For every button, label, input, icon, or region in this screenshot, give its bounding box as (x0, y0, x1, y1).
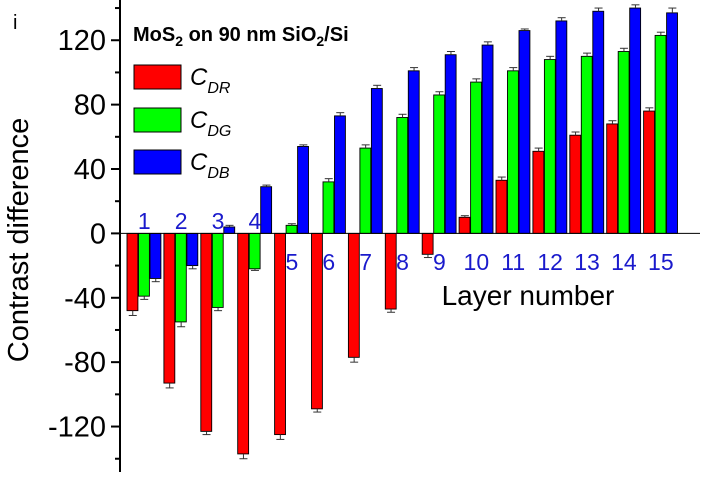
bar-db-11 (518, 30, 531, 234)
bar-dr-4 (237, 232, 250, 455)
labels-layer: 1 2 3 45 6 7 8 9 10 11 12 13 14 15 (138, 208, 674, 275)
bar-dg-6 (322, 181, 335, 234)
bar-db-15 (666, 12, 678, 234)
axes-layer: -120 -80 -40 0 40 80 120 (48, 0, 700, 472)
bar-dg-7 (359, 147, 372, 234)
bar-dg-14 (617, 51, 630, 234)
bar-db-7 (370, 88, 383, 234)
y-tick-label: -80 (64, 347, 106, 379)
category-label-15: 15 (648, 249, 674, 275)
category-label-5: 5 (285, 249, 298, 275)
category-label-12: 12 (537, 249, 563, 275)
category-label-2: 2 (175, 208, 188, 234)
bar-db-9 (444, 54, 457, 234)
bar-dg-11 (507, 70, 519, 234)
bar-dr-13 (569, 134, 582, 234)
category-label-4: 4 (249, 208, 262, 234)
bar-dg-4 (248, 232, 261, 270)
bar-dg-10 (470, 81, 482, 234)
bar-dr-10 (458, 216, 471, 234)
bar-dr-3 (200, 232, 213, 432)
bar-db-4 (260, 186, 273, 234)
category-label-8: 8 (396, 249, 409, 275)
x-axis-label: Layer number (442, 280, 615, 311)
bar-dg-5 (285, 224, 298, 234)
bar-dr-6 (311, 232, 323, 410)
category-label-1: 1 (138, 208, 151, 234)
bar-dg-12 (543, 59, 556, 234)
legend: CDR CDG CDB (133, 64, 231, 182)
category-label-14: 14 (611, 249, 637, 275)
bar-dr-1 (126, 232, 139, 312)
category-label-13: 13 (574, 249, 600, 275)
legend-swatch-dr (133, 64, 182, 90)
bar-dg-13 (580, 55, 593, 234)
bar-db-6 (334, 115, 346, 234)
bar-dg-9 (433, 94, 446, 234)
bar-db-13 (592, 10, 605, 234)
bars-layer (126, 4, 678, 460)
y-tick-label: 40 (74, 154, 106, 186)
bar-dg-2 (174, 232, 187, 323)
bar-dg-1 (138, 232, 150, 297)
bar-dr-14 (606, 123, 619, 234)
category-label-3: 3 (212, 208, 225, 234)
category-label-11: 11 (501, 249, 525, 275)
category-label-7: 7 (359, 249, 372, 275)
bar-db-12 (555, 20, 568, 234)
bar-dr-9 (421, 232, 434, 255)
legend-label-db: CDB (190, 149, 230, 182)
bar-dr-2 (163, 232, 176, 384)
panel-label: i (13, 12, 17, 34)
category-label-9: 9 (433, 249, 446, 275)
bar-dg-8 (396, 117, 409, 234)
y-tick-label: -40 (64, 283, 106, 315)
y-tick-label: 0 (90, 218, 106, 250)
bar-dr-5 (274, 232, 286, 436)
bar-db-2 (186, 232, 199, 267)
bar-dr-15 (643, 110, 655, 234)
legend-label-dg: CDG (190, 107, 231, 140)
bar-db-1 (149, 232, 162, 279)
legend-label-dr: CDR (190, 64, 231, 97)
bar-db-5 (297, 146, 309, 234)
bar-db-14 (629, 7, 642, 234)
chart-title: MoS2 on 90 nm SiO2/Si (133, 24, 349, 49)
category-label-10: 10 (464, 249, 490, 275)
bar-dr-7 (347, 232, 360, 358)
bar-db-10 (481, 44, 494, 234)
y-axis-label: Contrast difference (3, 118, 35, 363)
legend-swatch-dg (133, 107, 182, 133)
category-label-6: 6 (322, 249, 335, 275)
y-tick-label: 120 (58, 25, 106, 57)
bar-dr-11 (495, 179, 508, 234)
bar-db-3 (223, 226, 236, 234)
bar-dr-12 (532, 150, 545, 234)
bar-dg-15 (654, 34, 667, 234)
bar-dg-3 (211, 232, 224, 308)
legend-swatch-db (133, 149, 182, 175)
y-tick-label: -120 (48, 412, 106, 444)
bar-db-8 (407, 70, 420, 234)
bar-dr-8 (384, 232, 397, 310)
y-tick-label: 80 (74, 90, 106, 122)
